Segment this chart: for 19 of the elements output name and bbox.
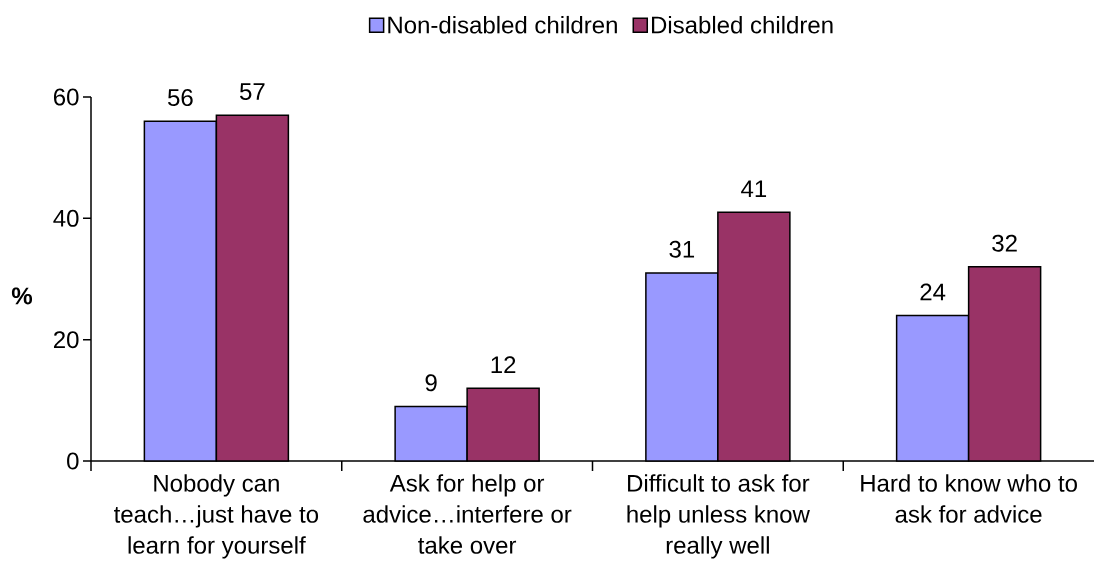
data-label: 31 (669, 240, 695, 258)
legend-label: Disabled children (651, 15, 833, 34)
legend-label: Non-disabled children (388, 15, 617, 34)
y-tick-label: 0 (67, 452, 79, 470)
data-label: 57 (239, 83, 265, 100)
x-tick-label: Hard to know who to ask for advice (861, 474, 1077, 523)
x-tick-label: Nobody can teach…just have to learn for yourself (114, 474, 319, 559)
data-label: 56 (167, 89, 193, 107)
x-tick-label: Difficult to ask for help unless know really well (627, 474, 810, 559)
data-label: 32 (992, 234, 1017, 252)
data-label: 41 (741, 180, 767, 198)
data-label: 12 (491, 356, 516, 373)
data-label: 24 (920, 283, 946, 301)
y-axis-title: % (11, 287, 33, 305)
y-tick-label: 20 (53, 331, 79, 349)
y-tick-label: 40 (53, 209, 79, 227)
y-tick-label: 60 (54, 88, 79, 106)
data-label: 9 (425, 374, 437, 392)
x-tick-label: Ask for help or advice…interfere or take over (363, 474, 572, 554)
